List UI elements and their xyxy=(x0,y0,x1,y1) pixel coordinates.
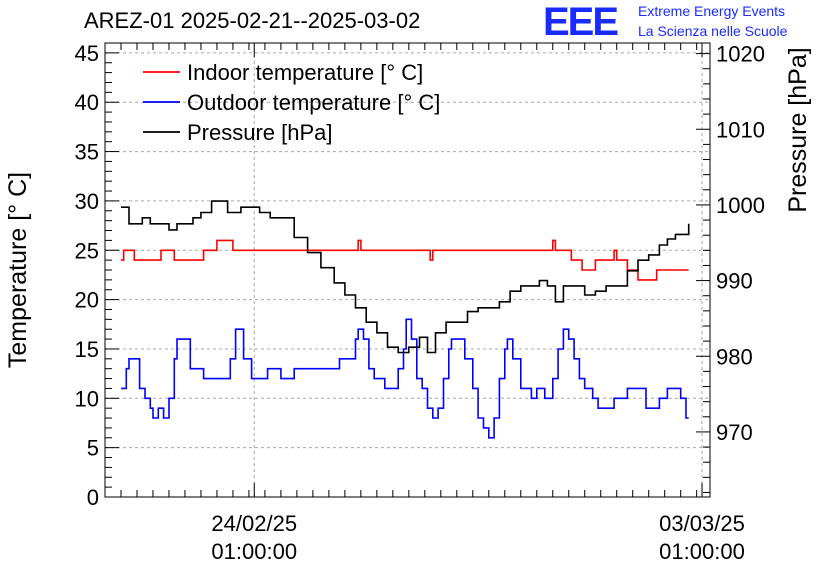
series-line-2 xyxy=(121,200,690,354)
x-tick-date-label: 03/03/25 xyxy=(659,511,745,536)
x-tick-date-label: 24/02/25 xyxy=(211,511,297,536)
logo-line-1: Extreme Energy Events xyxy=(638,3,786,19)
logo-line-2: La Scienza nelle Scuole xyxy=(638,23,788,39)
y2-tick-label: 1000 xyxy=(716,193,765,218)
y-tick-label: 10 xyxy=(75,386,99,411)
eee-logo: EEE xyxy=(543,0,619,44)
series-line-1 xyxy=(121,318,689,439)
legend-label-0: Indoor temperature [° C] xyxy=(187,60,423,85)
y-tick-label: 25 xyxy=(75,238,99,263)
y-tick-label: 40 xyxy=(75,90,99,115)
legend-label-2: Pressure [hPa] xyxy=(187,120,333,145)
y-tick-label: 5 xyxy=(87,436,99,461)
legend-label-1: Outdoor temperature [° C] xyxy=(187,90,440,115)
y2-axis-title: Pressure [hPa] xyxy=(784,47,812,212)
y-tick-label: 45 xyxy=(75,41,99,66)
y2-tick-label: 1020 xyxy=(716,42,765,67)
y-tick-label: 0 xyxy=(87,485,99,510)
y-tick-label: 30 xyxy=(75,189,99,214)
y-tick-label: 35 xyxy=(75,140,99,165)
series-line-0 xyxy=(121,239,689,281)
x-tick-time-label: 01:00:00 xyxy=(659,539,745,564)
y-axis-title: Temperature [° C] xyxy=(4,172,32,368)
y-tick-label: 20 xyxy=(75,288,99,313)
y2-tick-label: 1010 xyxy=(716,117,765,142)
chart-title: AREZ-01 2025-02-21--2025-03-02 xyxy=(84,8,421,33)
x-tick-time-label: 01:00:00 xyxy=(211,539,297,564)
y2-tick-label: 980 xyxy=(716,344,753,369)
y2-tick-label: 990 xyxy=(716,269,753,294)
y-tick-label: 15 xyxy=(75,337,99,362)
y2-tick-label: 970 xyxy=(716,420,753,445)
